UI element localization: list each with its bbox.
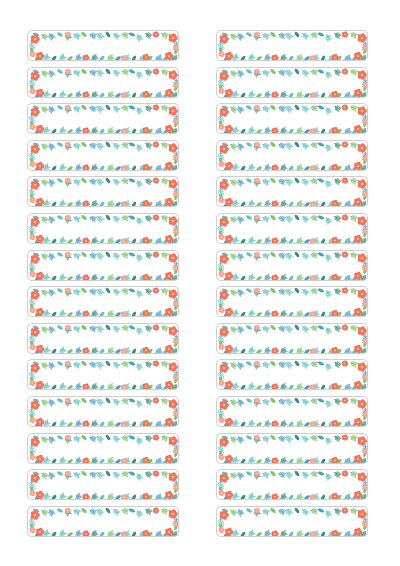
label-25: [27, 469, 179, 501]
label-21: [27, 396, 179, 427]
label-3: [27, 66, 179, 98]
tropical-floral-border: [217, 177, 367, 207]
tropical-floral-border: [217, 433, 367, 463]
label-7: [27, 139, 179, 171]
label-10: [216, 176, 368, 208]
label-17: [27, 322, 179, 354]
tropical-floral-border: [28, 141, 178, 170]
tropical-floral-border: [28, 287, 178, 317]
label-13: [27, 249, 179, 281]
tropical-floral-border: [217, 397, 367, 426]
label-2: [216, 30, 368, 61]
label-11: [27, 213, 179, 244]
tropical-floral-border: [217, 250, 367, 280]
tropical-floral-border: [217, 324, 367, 353]
label-15: [27, 286, 179, 318]
label-20: [216, 359, 368, 391]
tropical-floral-border: [28, 470, 178, 500]
label-24: [216, 432, 368, 464]
label-5: [27, 103, 179, 135]
tropical-floral-border: [217, 507, 367, 536]
label-8: [216, 139, 368, 171]
label-1: [27, 30, 179, 61]
label-26: [216, 469, 368, 501]
tropical-floral-border: [28, 67, 178, 97]
tropical-floral-border: [28, 31, 178, 60]
label-28: [216, 505, 368, 537]
label-16: [216, 286, 368, 318]
tropical-floral-border: [28, 250, 178, 280]
tropical-floral-border: [217, 470, 367, 500]
tropical-floral-border: [28, 324, 178, 353]
tropical-floral-border: [28, 177, 178, 207]
tropical-floral-border: [28, 433, 178, 463]
label-22: [216, 396, 368, 427]
tropical-floral-border: [217, 141, 367, 170]
label-18: [216, 322, 368, 354]
tropical-floral-border: [217, 287, 367, 317]
tropical-floral-border: [28, 214, 178, 243]
tropical-floral-border: [217, 67, 367, 97]
label-27: [27, 505, 179, 537]
label-6: [216, 103, 368, 135]
label-23: [27, 432, 179, 464]
label-12: [216, 213, 368, 244]
tropical-floral-border: [28, 507, 178, 536]
label-14: [216, 249, 368, 281]
label-9: [27, 176, 179, 208]
tropical-floral-border: [28, 397, 178, 426]
label-4: [216, 66, 368, 98]
tropical-floral-border: [28, 104, 178, 134]
tropical-floral-border: [217, 214, 367, 243]
label-19: [27, 359, 179, 391]
tropical-floral-border: [28, 360, 178, 390]
tropical-floral-border: [217, 360, 367, 390]
tropical-floral-border: [217, 104, 367, 134]
tropical-floral-border: [217, 31, 367, 60]
